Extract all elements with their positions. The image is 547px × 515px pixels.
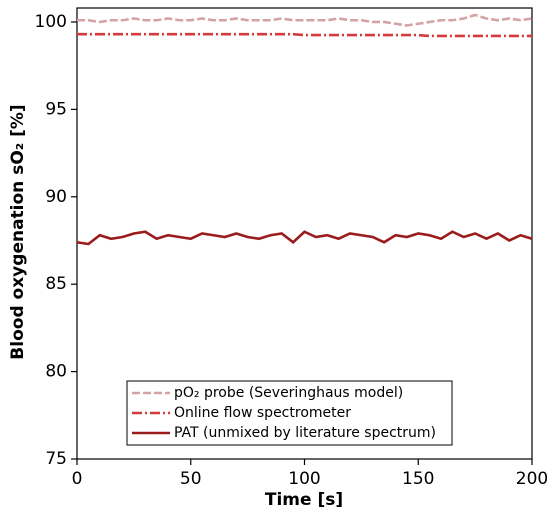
x-tick-label: 0 [72,469,83,489]
x-tick-label: 200 [516,469,547,489]
legend-box [126,380,453,446]
y-axis-label: Blood oxygenation sO₂ [%] [8,104,28,359]
y-tick-label: 95 [45,99,67,119]
series-line [76,230,533,246]
y-tick-label: 85 [45,274,67,294]
legend-label: Online flow spectrometer [174,405,351,421]
y-tick-label: 100 [35,12,67,32]
x-tick-label: 50 [180,469,202,489]
y-tick-label: 75 [45,449,67,469]
y-tick-label: 90 [45,187,67,207]
y-tick-label: 80 [45,362,67,382]
series-line [77,32,532,38]
legend-label: PAT (unmixed by literature spectrum) [174,425,436,441]
series-line [77,13,533,27]
x-axis-label: Time [s] [265,490,343,510]
x-tick-label: 100 [288,469,320,489]
x-tick-label: 150 [402,469,434,489]
legend-label: pO₂ probe (Severinghaus model) [174,385,403,401]
